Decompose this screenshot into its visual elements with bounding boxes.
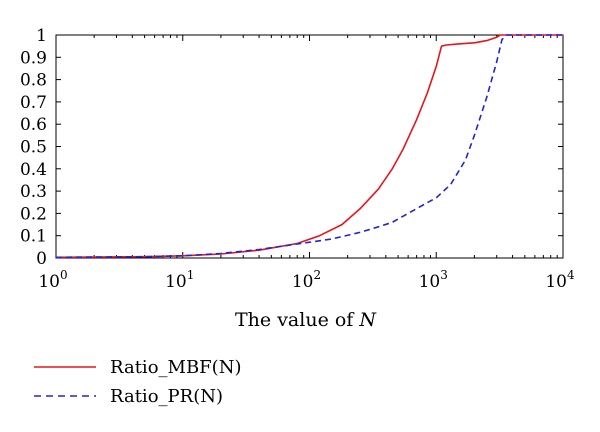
- x-axis-title: The value of N: [235, 309, 377, 331]
- y-tick-label: 0.1: [20, 227, 47, 247]
- plot-frame: [55, 34, 564, 259]
- x-tick-label: 102: [292, 268, 321, 292]
- x-tick-label: 100: [38, 268, 67, 292]
- series-layer: [55, 34, 563, 259]
- legend-label-ratio-mbf: Ratio_MBF(N): [110, 357, 241, 378]
- plot-area: 00.10.20.30.40.50.60.70.80.91 100 101 102 1…: [20, 26, 575, 292]
- y-tick-label: 0.6: [20, 115, 47, 135]
- y-tick-label: 0.4: [20, 160, 47, 180]
- legend: Ratio_MBF(N) Ratio_PR(N): [34, 357, 241, 407]
- y-tick-label: 0.8: [20, 71, 47, 91]
- y-tick-label: 1: [36, 26, 47, 46]
- series-line-ratio-pr: [55, 34, 563, 259]
- series-line-ratio-mbf: [55, 34, 563, 259]
- x-tick-label: 101: [165, 268, 194, 292]
- x-axis-ticks: 100 101 102 103 104: [38, 35, 575, 292]
- x-tick-label: 104: [545, 268, 575, 292]
- y-tick-label: 0.7: [20, 93, 47, 113]
- y-axis-ticks: 00.1 0.20.30.40.5 0.60.70.8 0.91: [20, 26, 563, 269]
- legend-label-ratio-pr: Ratio_PR(N): [110, 386, 223, 407]
- x-tick-label: 103: [419, 268, 448, 292]
- y-tick-label: 0: [36, 249, 47, 269]
- y-tick-label: 0.5: [20, 138, 47, 158]
- y-tick-label: 0.3: [20, 182, 47, 202]
- y-tick-label: 0.2: [20, 204, 47, 224]
- y-tick-label: 0.9: [20, 48, 47, 68]
